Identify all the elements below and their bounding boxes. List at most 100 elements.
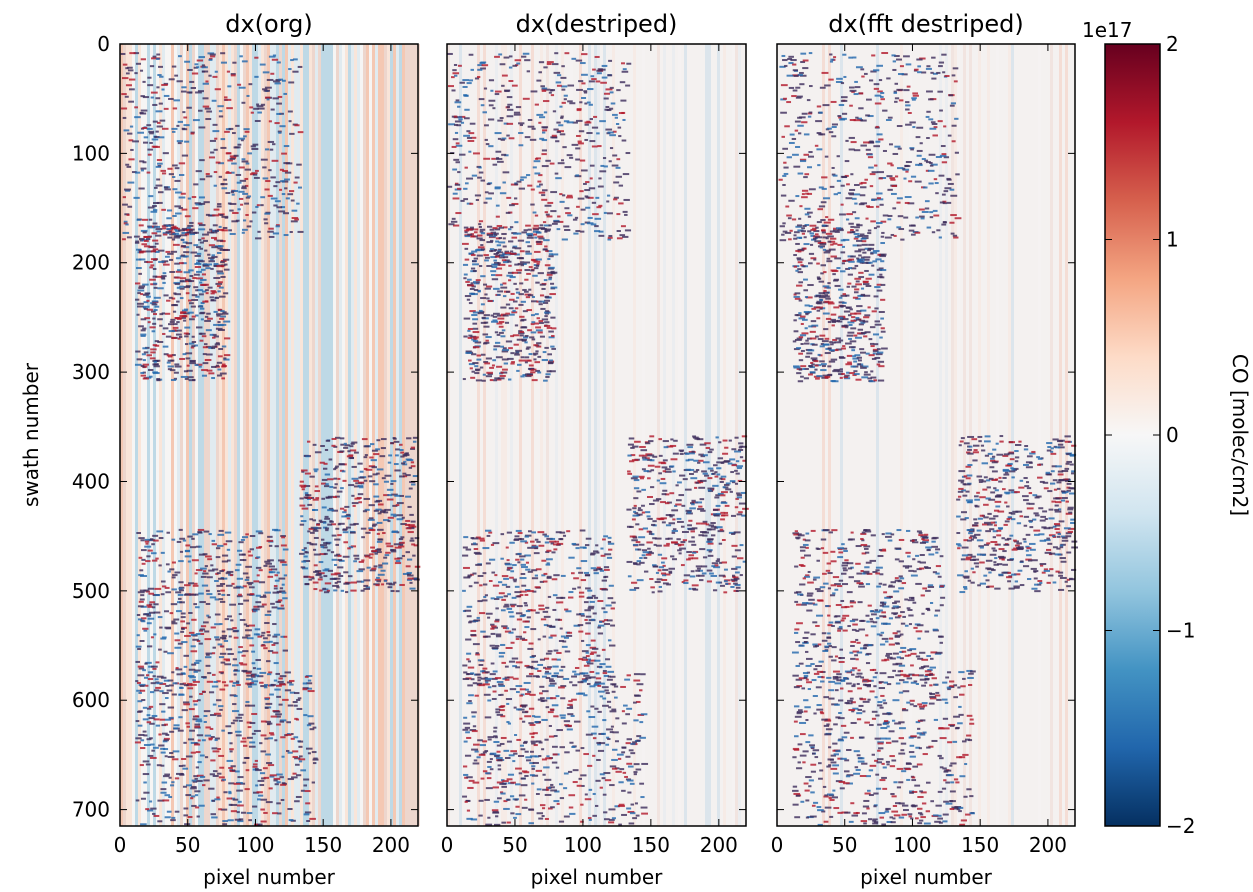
- speckle: [235, 731, 241, 733]
- speckle: [516, 708, 521, 710]
- speckle: [716, 526, 722, 528]
- speckle: [396, 590, 400, 592]
- speckle: [608, 132, 614, 134]
- speckle: [604, 623, 610, 625]
- speckle: [497, 244, 501, 246]
- speckle: [518, 132, 523, 134]
- speckle: [257, 231, 260, 233]
- speckle: [520, 638, 525, 640]
- speckle: [265, 87, 272, 89]
- speckle: [488, 100, 495, 102]
- speckle: [629, 822, 635, 824]
- speckle: [688, 554, 694, 556]
- speckle: [358, 482, 364, 484]
- speckle: [506, 340, 512, 342]
- stripe: [738, 44, 741, 826]
- speckle: [177, 330, 182, 332]
- stripe: [399, 44, 402, 826]
- speckle: [610, 765, 616, 767]
- speckle: [513, 753, 517, 755]
- speckle: [465, 801, 468, 803]
- speckle: [502, 75, 508, 77]
- speckle: [401, 462, 405, 464]
- speckle: [694, 487, 697, 489]
- speckle: [296, 203, 299, 205]
- speckle: [536, 241, 541, 243]
- speckle: [557, 659, 561, 661]
- speckle: [472, 323, 477, 325]
- speckle: [483, 158, 490, 160]
- speckle: [169, 731, 174, 733]
- speckle: [567, 154, 573, 156]
- speckle: [507, 593, 511, 595]
- speckle: [148, 154, 152, 156]
- speckle: [331, 551, 334, 553]
- speckle: [143, 590, 148, 592]
- speckle: [199, 282, 202, 284]
- speckle: [197, 718, 202, 720]
- speckle: [507, 532, 512, 534]
- speckle: [567, 121, 574, 123]
- speckle: [284, 145, 290, 147]
- speckle: [276, 113, 281, 115]
- speckle: [608, 597, 614, 599]
- speckle: [213, 750, 220, 752]
- speckle: [206, 603, 211, 605]
- speckle: [220, 310, 224, 312]
- stripe: [336, 44, 339, 826]
- speckle: [145, 560, 150, 562]
- speckle: [628, 575, 632, 577]
- speckle: [283, 650, 288, 652]
- speckle: [228, 767, 233, 769]
- speckle: [347, 517, 350, 519]
- speckle: [632, 446, 638, 448]
- speckle: [548, 331, 554, 333]
- speckle: [663, 470, 666, 472]
- stripe: [282, 44, 285, 826]
- stripe: [510, 44, 513, 826]
- speckle: [645, 511, 650, 513]
- speckle: [268, 764, 274, 766]
- speckle: [226, 572, 231, 574]
- speckle: [258, 108, 265, 110]
- speckle: [275, 181, 280, 183]
- speckle: [592, 755, 595, 757]
- speckle: [641, 763, 648, 765]
- stripe: [363, 44, 366, 826]
- speckle: [663, 582, 669, 584]
- speckle: [219, 110, 223, 112]
- speckle: [494, 377, 500, 379]
- speckle: [541, 748, 544, 750]
- speckle: [353, 480, 359, 482]
- speckle: [143, 359, 146, 361]
- speckle: [710, 575, 716, 577]
- speckle: [342, 511, 346, 513]
- speckle: [533, 225, 538, 227]
- speckle: [257, 606, 264, 608]
- speckle: [700, 510, 705, 512]
- speckle: [525, 136, 531, 138]
- speckle: [135, 737, 141, 739]
- speckle: [554, 650, 559, 652]
- speckle: [658, 569, 662, 571]
- speckle: [407, 506, 411, 508]
- speckle: [305, 790, 311, 792]
- speckle: [533, 231, 539, 233]
- speckle: [564, 98, 567, 100]
- speckle: [313, 444, 317, 446]
- speckle: [535, 104, 539, 106]
- speckle: [536, 243, 542, 245]
- speckle: [205, 638, 212, 640]
- speckle: [172, 176, 175, 178]
- y-tick-label: 600: [72, 688, 110, 712]
- speckle: [493, 670, 498, 672]
- speckle: [540, 804, 545, 806]
- speckle: [278, 678, 282, 680]
- speckle: [486, 787, 493, 789]
- speckle: [544, 279, 548, 281]
- speckle: [612, 749, 617, 751]
- speckle: [236, 790, 243, 792]
- speckle: [624, 776, 628, 778]
- speckle: [283, 548, 289, 550]
- speckle: [655, 466, 661, 468]
